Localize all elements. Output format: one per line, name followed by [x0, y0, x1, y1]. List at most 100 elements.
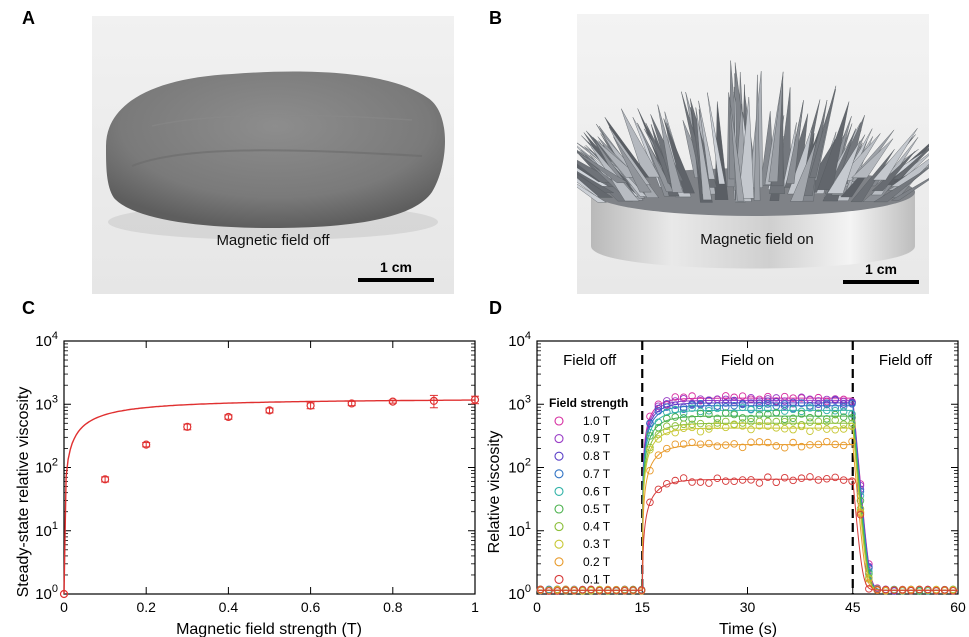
- chart-d-data-point: [772, 417, 781, 426]
- caption-field-on: Magnetic field on: [700, 231, 813, 248]
- chart-d-data-point: [797, 399, 806, 407]
- chart-d-data-point: [738, 400, 747, 409]
- chart-c-ylabel: Steady-state relative viscosity: [15, 387, 32, 598]
- chart-d-legend-label: 1.0 T: [583, 414, 611, 428]
- chart-c-data-point: [224, 412, 233, 422]
- chart-d-legend-label: 0.4 T: [583, 520, 611, 534]
- chart-d-legend-marker: [554, 522, 564, 532]
- chart-d-data-point: [721, 399, 730, 407]
- chart-d-x-tick-label: 15: [634, 599, 650, 615]
- chart-d-data-point: [747, 417, 755, 426]
- chart-d-x-tick-label: 45: [845, 599, 861, 615]
- chart-d-data-point: [747, 405, 755, 414]
- chart-d-data-point: [738, 476, 747, 484]
- chart-d-data-point: [772, 478, 781, 487]
- chart-d-data-point: [806, 473, 814, 481]
- chart-d-data-point: [764, 438, 772, 447]
- chart-d-data-point: [570, 586, 578, 595]
- chart-d-data-point: [881, 585, 890, 594]
- chart-d-data-point: [654, 485, 663, 494]
- chart-d-data-point: [831, 473, 839, 482]
- chart-d-data-point: [814, 423, 823, 431]
- chart-d-data-point: [814, 476, 823, 484]
- scalebar-label-a: 1 cm: [380, 259, 412, 275]
- chart-d-data-point: [772, 442, 781, 450]
- chart-d-x-tick-label: 30: [740, 599, 756, 615]
- chart-d-legend-label: 0.8 T: [583, 449, 611, 463]
- chart-d-legend-marker: [554, 434, 564, 444]
- chart-d-data-point: [755, 417, 764, 426]
- chart-d-data-point: [823, 475, 831, 483]
- chart-d-data-point: [797, 421, 806, 429]
- chart-d-legend-marker: [554, 451, 564, 461]
- chart-d-data-point: [738, 392, 747, 400]
- chart-d-data-point: [806, 441, 814, 449]
- chart-d-data-point: [806, 395, 814, 403]
- chart-c-y-tick-label: 104: [35, 330, 58, 350]
- chart-d-data-point: [890, 586, 898, 594]
- chart-d-data-point: [848, 477, 856, 485]
- chart-d-data-point: [738, 419, 747, 427]
- chart-d-data-point: [604, 586, 612, 595]
- chart-d-data-point: [663, 479, 671, 488]
- chart-d-data-point: [780, 473, 789, 482]
- chart-d-data-point: [848, 410, 856, 418]
- chart-d-data-point: [646, 446, 654, 454]
- chart-d-data-point: [839, 425, 848, 433]
- chart-d-data-point: [696, 409, 705, 418]
- chart-d-y-tick-label: 100: [508, 583, 531, 603]
- chart-d-legend-title: Field strength: [549, 396, 628, 410]
- chart-c-x-tick-label: 0: [60, 599, 68, 615]
- chart-d-data-point: [654, 407, 663, 415]
- chart-d-data-point: [663, 444, 671, 453]
- chart-d-data-point: [721, 423, 730, 432]
- panel-label-b: B: [489, 8, 502, 28]
- chart-d-data-point: [713, 395, 722, 403]
- chart-d-data-point: [772, 394, 781, 402]
- chart-d-ylabel: Relative viscosity: [486, 431, 503, 554]
- chart-d-data-point: [814, 417, 823, 426]
- chart-d-data-point: [536, 585, 545, 594]
- chart-d-data-point: [839, 413, 848, 421]
- chart-d-data-point: [646, 498, 654, 507]
- chart-d-data-point: [806, 413, 814, 422]
- chart-d-legend-marker: [554, 557, 564, 567]
- chart-d-data-point: [721, 477, 730, 485]
- chart-d-data-point: [780, 392, 789, 401]
- chart-d-data-point: [764, 422, 772, 430]
- chart-d-data-point: [814, 404, 823, 412]
- chart-d-data-point: [764, 417, 772, 426]
- chart-d-data-point: [679, 420, 688, 429]
- chart-d-data-point: [747, 425, 755, 434]
- chart-d-data-point: [755, 401, 764, 410]
- photo-field-off: Magnetic field off 1 cm: [92, 16, 454, 294]
- chart-d-data-point: [679, 409, 688, 417]
- chart-d-data-point: [688, 478, 696, 486]
- chart-d-data-point: [806, 402, 814, 410]
- chart-d-data-point: [747, 395, 755, 403]
- chart-d-legend-marker: [554, 574, 564, 584]
- chart-c-data-point: [265, 406, 274, 415]
- chart-d-data-point: [654, 451, 663, 459]
- chart-d-legend-label: 0.7 T: [583, 467, 611, 481]
- chart-d-data-point: [755, 479, 764, 487]
- chart-d-data-point: [839, 407, 848, 416]
- chart-d-data-point: [755, 405, 764, 414]
- chart-d-data-point: [789, 476, 797, 485]
- chart-d-data-point: [730, 410, 738, 419]
- chart-d-data-point: [848, 414, 856, 422]
- chart-d-data-point: [780, 443, 789, 452]
- chart-d-data-point: [738, 403, 747, 412]
- chart-d-data-point: [679, 393, 688, 402]
- chart-d-data-point: [814, 440, 823, 449]
- chart-d-data-point: [738, 414, 747, 422]
- chart-d-xlabel: Time (s): [719, 621, 777, 637]
- chart-d-data-point: [865, 585, 873, 593]
- chart-d-data-point: [915, 585, 924, 594]
- chart-viscosity-vs-time: Relative viscosity Time (s) 100 101 102 103…: [486, 330, 966, 637]
- chart-d-data-point: [646, 466, 654, 475]
- chart-d-data-point: [663, 403, 671, 411]
- chart-d-data-point: [831, 440, 839, 449]
- chart-d-data-point: [873, 585, 882, 594]
- chart-d-data-point: [696, 399, 705, 408]
